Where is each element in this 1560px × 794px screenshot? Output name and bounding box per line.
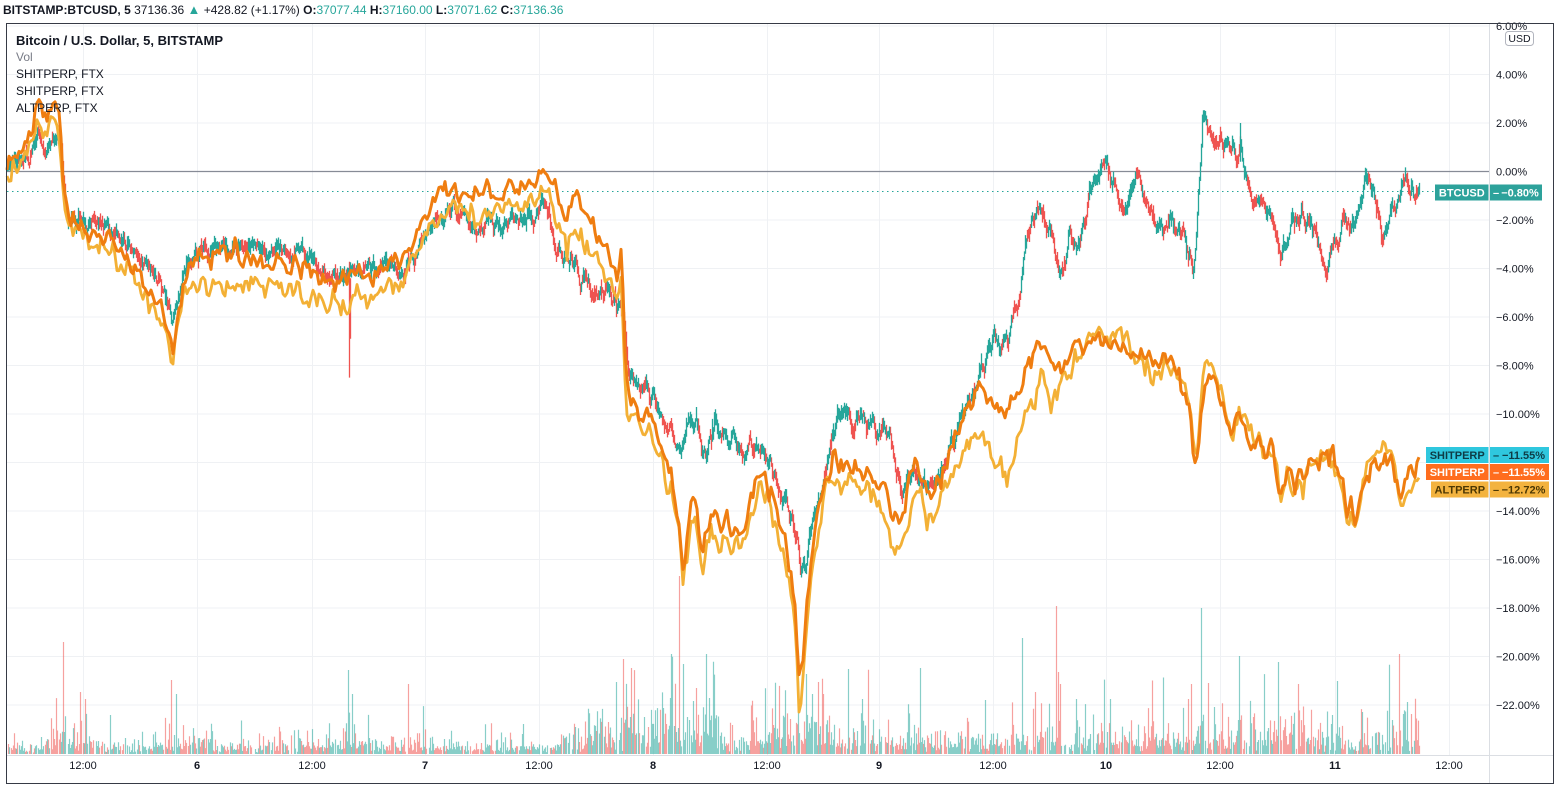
- svg-text:BTCUSD: BTCUSD: [1439, 188, 1485, 200]
- svg-text:Bitcoin / U.S. Dollar, 5, BITS: Bitcoin / U.S. Dollar, 5, BITSTAMP: [16, 33, 223, 48]
- svg-text:ALTPERP, FTX: ALTPERP, FTX: [16, 101, 98, 115]
- svg-text:10: 10: [1100, 760, 1112, 772]
- svg-text:12:00: 12:00: [1206, 760, 1234, 772]
- svg-text:SHITPERP, FTX: SHITPERP, FTX: [16, 67, 104, 81]
- svg-text:SHITPERP, FTX: SHITPERP, FTX: [16, 84, 104, 98]
- svg-text:−22.00%: −22.00%: [1496, 700, 1540, 712]
- svg-text:SHITPERP: SHITPERP: [1430, 467, 1485, 479]
- svg-text:12:00: 12:00: [979, 760, 1007, 772]
- svg-text:−6.00%: −6.00%: [1496, 312, 1534, 324]
- svg-text:–: –: [1493, 485, 1499, 497]
- svg-text:−8.00%: −8.00%: [1496, 361, 1534, 373]
- svg-text:−10.00%: −10.00%: [1496, 409, 1540, 421]
- svg-text:−20.00%: −20.00%: [1496, 652, 1540, 664]
- svg-text:12:00: 12:00: [753, 760, 781, 772]
- svg-text:6: 6: [194, 760, 200, 772]
- svg-text:–: –: [1493, 467, 1499, 479]
- svg-text:12:00: 12:00: [525, 760, 553, 772]
- svg-text:–: –: [1493, 188, 1499, 200]
- svg-text:11: 11: [1329, 760, 1341, 772]
- svg-text:−14.00%: −14.00%: [1496, 506, 1540, 518]
- svg-text:SHITPERP: SHITPERP: [1430, 450, 1485, 462]
- svg-text:−0.80%: −0.80%: [1501, 188, 1539, 200]
- svg-text:12:00: 12:00: [69, 760, 97, 772]
- svg-text:−18.00%: −18.00%: [1496, 603, 1540, 615]
- svg-text:BITSTAMP:BTCUSD, 5 37136.36 ▲: BITSTAMP:BTCUSD, 5 37136.36 ▲ +428.82 (+…: [3, 2, 564, 17]
- svg-text:ALTPERP: ALTPERP: [1435, 485, 1486, 497]
- svg-text:−12.72%: −12.72%: [1502, 485, 1546, 497]
- svg-text:−2.00%: −2.00%: [1496, 215, 1534, 227]
- svg-text:0.00%: 0.00%: [1496, 167, 1527, 179]
- svg-text:12:00: 12:00: [298, 760, 326, 772]
- svg-text:−11.55%: −11.55%: [1502, 450, 1545, 462]
- svg-text:–: –: [1493, 450, 1499, 462]
- svg-text:2.00%: 2.00%: [1496, 118, 1527, 130]
- svg-text:−11.55%: −11.55%: [1502, 467, 1545, 479]
- svg-text:−4.00%: −4.00%: [1496, 264, 1534, 276]
- svg-text:−16.00%: −16.00%: [1496, 555, 1540, 567]
- svg-text:9: 9: [876, 760, 882, 772]
- svg-text:4.00%: 4.00%: [1496, 70, 1527, 82]
- svg-text:12:00: 12:00: [1435, 760, 1463, 772]
- svg-text:USD: USD: [1508, 33, 1531, 45]
- svg-text:7: 7: [422, 760, 428, 772]
- svg-text:8: 8: [650, 760, 656, 772]
- svg-text:Vol: Vol: [16, 50, 33, 64]
